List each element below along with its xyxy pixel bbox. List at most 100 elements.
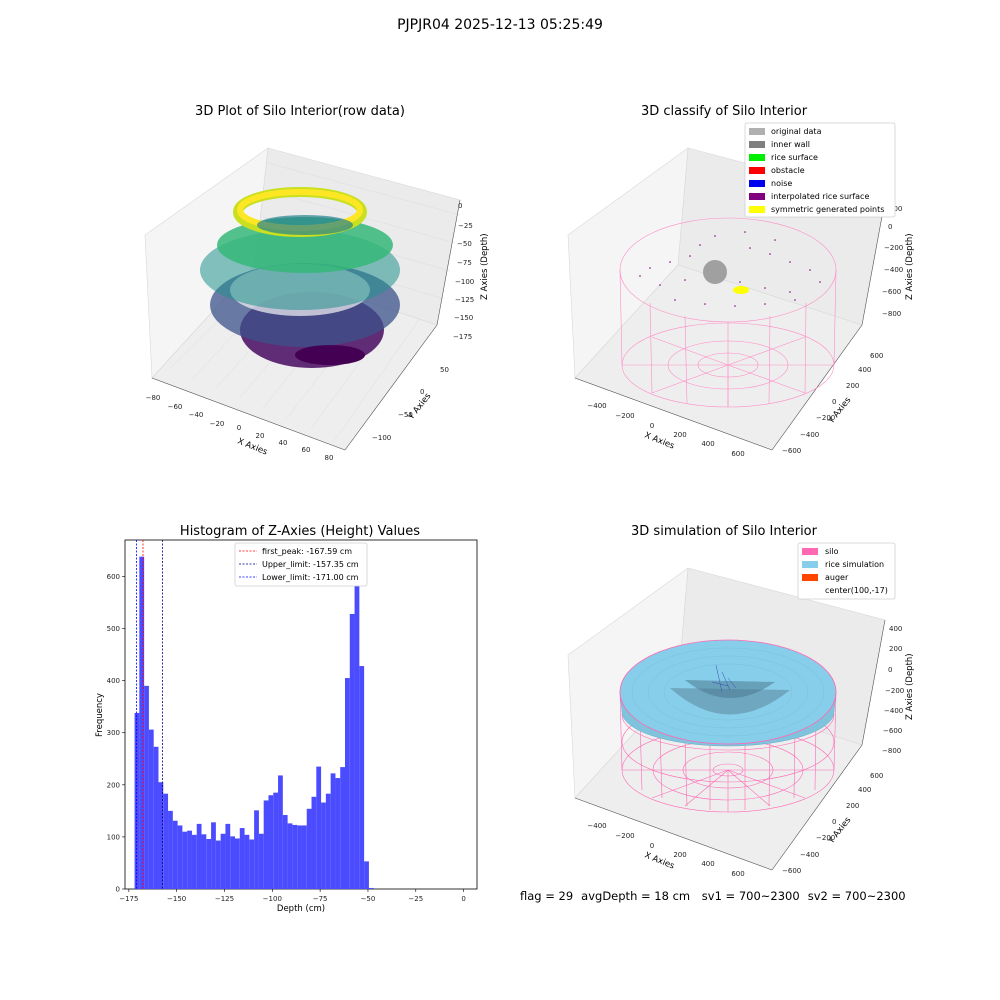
legend-swatch-rice-simulation <box>802 561 818 568</box>
hist-x-tick-label: −175 <box>119 895 138 903</box>
legend-swatch-rice-surface <box>749 154 765 161</box>
legend-label-upper-limit: Upper_limit: -157.35 cm <box>262 560 359 569</box>
hist-x-tick-label: −50 <box>361 895 376 903</box>
sim-y-tick: 400 <box>858 786 871 794</box>
classify-x-tick: −200 <box>615 412 634 420</box>
hist-bar <box>297 825 302 889</box>
sim-z-axis-label: Z Axies (Depth) <box>905 653 915 720</box>
hist-bar <box>335 778 341 889</box>
hist-bar <box>225 823 231 889</box>
raw-z-tick: 0 <box>458 202 462 210</box>
legend-swatch-noise <box>749 180 765 187</box>
legend-label-inner-wall: inner wall <box>771 140 810 149</box>
hist-y-tick-label: 400 <box>107 677 120 685</box>
sim-x-tick: 400 <box>701 860 714 868</box>
classify-x-tick: 400 <box>701 440 714 448</box>
classify-z-tick: −200 <box>884 244 903 252</box>
hist-bar <box>144 685 149 889</box>
sim-y-tick: −200 <box>816 834 835 842</box>
hist-x-tick-label: −75 <box>313 895 328 903</box>
hist-bar <box>359 666 365 889</box>
sim-x-tick: −200 <box>615 832 634 840</box>
figure-suptitle: PJPJR04 2025-12-13 05:25:49 <box>397 17 603 33</box>
hist-x-axis-label: Depth (cm) <box>277 904 325 914</box>
hist-bar <box>172 820 178 889</box>
classify-z-tick: −400 <box>884 266 903 274</box>
hist-legend-box <box>234 542 368 587</box>
raw-x-tick: −40 <box>189 411 204 419</box>
status-avg-depth: avgDepth = 18 cm <box>581 889 691 903</box>
hist-bar <box>273 792 279 889</box>
raw-y-tick: 0 <box>420 388 424 396</box>
panel2-title: 3D classify of Silo Interior <box>640 104 808 119</box>
sim-x-tick: 0 <box>650 842 654 850</box>
hist-bar <box>321 802 326 889</box>
classify-y-ticks: −600 −400 −200 0 200 400 600 <box>782 352 883 455</box>
classify-legend-box <box>744 122 896 218</box>
hist-y-axis-label: Frequency <box>95 693 105 737</box>
raw-z-tick: −175 <box>453 333 472 341</box>
legend-label-lower-limit: Lower_limit: -171.00 cm <box>262 573 359 582</box>
sim-z-tick: 0 <box>888 666 892 674</box>
raw-z-ticks: 0 −25 −50 −75 −100 −125 −150 −175 <box>453 202 474 341</box>
hist-bar <box>201 834 207 889</box>
sim-y-axis-label: Y Axies <box>826 815 854 847</box>
legend-swatch-inner-wall <box>749 141 765 148</box>
classify-z-tick: −600 <box>882 288 901 296</box>
hist-bar <box>364 861 369 889</box>
hist-bar <box>230 836 235 889</box>
hist-x-tick-label: −150 <box>167 895 186 903</box>
hist-y-tick-label: 0 <box>116 886 120 894</box>
hist-x-ticks: −175 −150 −125 −100 −75 −50 −25 0 <box>119 889 466 903</box>
raw-z-tick: −75 <box>457 259 472 267</box>
classify-z-tick: −800 <box>882 310 901 318</box>
hist-bar <box>306 808 312 889</box>
raw-z-tick: −100 <box>455 278 474 286</box>
hist-bar <box>235 838 240 889</box>
classify-original-data-cluster <box>703 260 727 284</box>
status-flag: flag = 29 <box>520 889 574 903</box>
status-sv2: sv2 = 700~2300 <box>807 889 906 903</box>
sim-x-tick: −400 <box>587 822 606 830</box>
raw-y-ticks: −100 −50 0 50 <box>372 366 449 442</box>
hist-bar <box>139 556 145 889</box>
hist-bar <box>282 815 288 889</box>
raw-y-tick: −50 <box>398 411 413 419</box>
classify-z-tick: 0 <box>888 223 892 231</box>
classify-symmetric-points-cluster <box>733 286 749 294</box>
hist-bar <box>196 823 202 889</box>
raw-z-tick: −125 <box>455 296 474 304</box>
hist-bar <box>368 887 374 889</box>
legend-swatch-interpolated-rice-surface <box>749 193 765 200</box>
status-sv1: sv1 = 700~2300 <box>701 889 800 903</box>
hist-bar <box>330 773 336 889</box>
legend-label-rice-surface: rice surface <box>771 153 818 162</box>
sim-z-ticks: 400 200 0 −200 −400 −600 −800 <box>882 625 904 755</box>
hist-bar <box>316 766 322 889</box>
raw-x-tick: 80 <box>325 454 334 462</box>
classify-y-tick: 400 <box>858 366 871 374</box>
legend-label-symmetric-generated-points: symmetric generated points <box>771 205 884 214</box>
classify-x-ticks: −400 −200 0 200 400 600 <box>587 402 744 458</box>
status-line: flag = 29 avgDepth = 18 cm sv1 = 700~2300… <box>520 889 914 903</box>
classify-z-axis-label: Z Axies (Depth) <box>905 233 915 300</box>
hist-y-ticks: 0 100 200 300 400 500 600 <box>107 573 125 894</box>
hist-x-tick-label: 0 <box>461 895 465 903</box>
raw-x-ticks: −80 −60 −40 −20 0 20 40 60 80 <box>146 394 334 462</box>
legend-label-first-peak: first_peak: -167.59 cm <box>262 547 352 556</box>
sim-z-tick: −200 <box>885 687 904 695</box>
legend-label-silo: silo <box>825 547 839 556</box>
legend-swatch-symmetric-generated-points <box>749 206 765 213</box>
sim-y-tick: −600 <box>782 867 801 875</box>
panel3-title: Histogram of Z-Axies (Height) Values <box>179 524 421 539</box>
hist-bar <box>182 831 188 889</box>
legend-label-interpolated-rice-surface: interpolated rice surface <box>771 192 869 201</box>
hist-bar <box>134 712 140 889</box>
hist-bar <box>191 834 197 889</box>
classify-y-tick: −200 <box>816 414 835 422</box>
raw-y-tick: 50 <box>440 366 449 374</box>
classify-z-ticks: 200 0 −200 −400 −600 −800 <box>882 205 903 318</box>
sim-z-tick: 200 <box>889 645 902 653</box>
hist-bar <box>349 613 355 889</box>
hist-bar <box>301 825 307 889</box>
